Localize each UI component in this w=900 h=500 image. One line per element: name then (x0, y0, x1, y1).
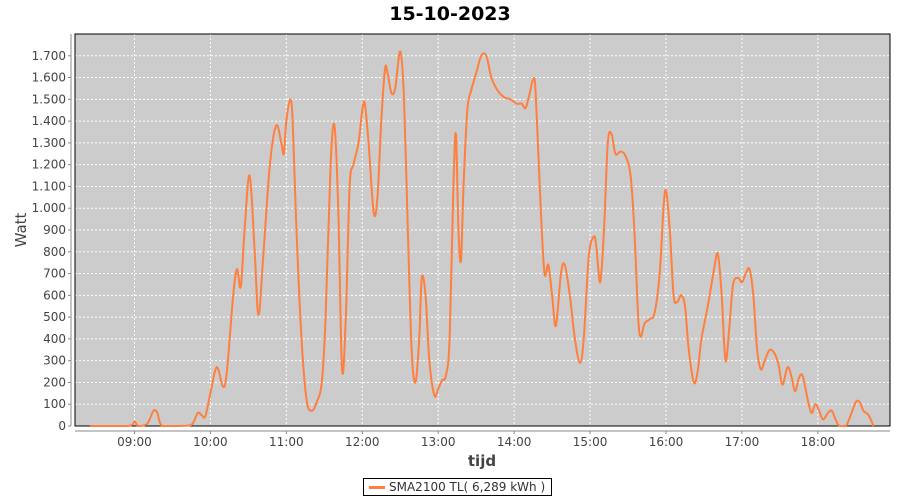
y-tick-label: 1.100 (32, 179, 66, 193)
y-tick-label: 500 (43, 310, 66, 324)
y-tick-label: 900 (43, 223, 66, 237)
y-axis-label: Watt (12, 212, 30, 247)
x-tick-label: 16:00 (649, 435, 684, 449)
x-tick-label: 15:00 (573, 435, 608, 449)
y-tick-label: 1.600 (32, 71, 66, 85)
y-tick-label: 1.200 (32, 158, 66, 172)
x-tick-label: 11:00 (269, 435, 304, 449)
y-tick-label: 700 (43, 267, 66, 281)
x-tick-label: 13:00 (421, 435, 456, 449)
legend-label: SMA2100 TL( 6,289 kWh ) (389, 480, 546, 494)
y-tick-label: 1.400 (32, 114, 66, 128)
y-tick-label: 1.500 (32, 92, 66, 106)
legend-swatch (369, 485, 385, 489)
y-tick-label: 600 (43, 288, 66, 302)
x-tick-label: 14:00 (497, 435, 532, 449)
plot-border (74, 33, 891, 427)
x-tick-label: 10:00 (193, 435, 228, 449)
y-tick-label: 100 (43, 397, 66, 411)
y-tick-label: 800 (43, 245, 66, 259)
y-tick-label: 400 (43, 332, 66, 346)
legend: SMA2100 TL( 6,289 kWh ) (363, 478, 553, 496)
x-axis-label: tijd (468, 452, 496, 470)
x-tick-label: 18:00 (801, 435, 836, 449)
y-tick-label: 1.000 (32, 201, 66, 215)
series-line (90, 50, 875, 428)
y-tick-label: 200 (43, 375, 66, 389)
x-tick-label: 09:00 (117, 435, 152, 449)
chart-title: 15-10-2023 (389, 3, 511, 25)
y-tick-label: 1.700 (32, 49, 66, 63)
x-tick-label: 12:00 (345, 435, 380, 449)
y-tick-label: 300 (43, 354, 66, 368)
x-tick-label: 17:00 (725, 435, 760, 449)
y-tick-label: 1.300 (32, 136, 66, 150)
y-tick-label: 0 (58, 419, 66, 433)
